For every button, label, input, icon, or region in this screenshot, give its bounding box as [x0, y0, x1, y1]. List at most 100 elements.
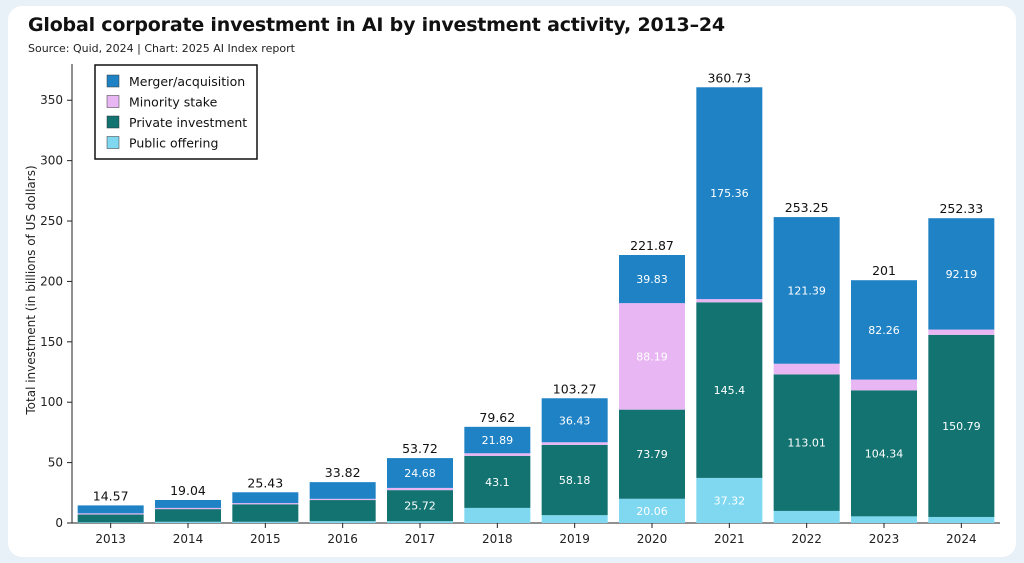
data-label-private-investment-2019: 58.18	[559, 474, 591, 487]
bar-private-investment-2013	[77, 514, 144, 523]
chart-title: Global corporate investment in AI by inv…	[28, 14, 725, 36]
chart-subtitle: Source: Quid, 2024 | Chart: 2025 AI Inde…	[28, 42, 295, 55]
data-label-private-investment-2022: 113.01	[787, 437, 826, 450]
bar-public-offering-2013	[77, 522, 144, 523]
y-tick-label: 150	[40, 335, 63, 349]
bar-private-investment-2017	[387, 490, 453, 522]
bar-public-offering-2016	[309, 521, 376, 523]
bar-minority-stake-2015	[232, 503, 299, 505]
data-label-merger-acquisition-2020: 39.83	[636, 273, 668, 286]
data-label-private-investment-2024: 150.79	[942, 420, 981, 433]
bar-minority-stake-2020	[619, 303, 685, 410]
x-tick-label-2024: 2024	[946, 532, 977, 546]
y-tick-label: 200	[40, 274, 63, 288]
data-label-public-offering-2020: 20.06	[636, 505, 668, 518]
bar-minority-stake-2018	[464, 453, 531, 456]
legend: Merger/acquisition Minority stake Private …	[94, 64, 258, 160]
y-tick-label: 350	[40, 93, 63, 107]
bar-minority-stake-2013	[77, 513, 144, 515]
x-tick-label-2019: 2019	[559, 532, 590, 546]
y-axis: 0 50 100 150 200 250 300 350	[40, 64, 73, 530]
bar-minority-stake-2021	[696, 299, 763, 303]
legend-label-public-offering: Public offering	[129, 136, 218, 151]
x-tick-label-2017: 2017	[405, 532, 436, 546]
bar-minority-stake-2017	[387, 487, 453, 491]
bar-private-investment-2022	[773, 374, 840, 511]
bar-public-offering-2018	[464, 507, 531, 523]
bar-merger-acquisition-2022	[773, 217, 840, 364]
total-label-2013: 14.57	[93, 488, 129, 503]
legend-swatch-minority-stake	[106, 95, 120, 108]
bar-merger-acquisition-2013	[77, 505, 144, 514]
total-label-2024: 252.33	[939, 201, 983, 216]
y-tick-label: 50	[48, 456, 63, 470]
data-label-merger-acquisition-2017: 24.68	[404, 467, 436, 480]
data-label-private-investment-2023: 104.34	[865, 447, 904, 460]
bar-private-investment-2021	[696, 302, 763, 478]
bar-public-offering-2020	[619, 498, 685, 523]
x-tick-label-2015: 2015	[250, 532, 281, 546]
total-label-2015: 25.43	[247, 475, 283, 490]
bar-merger-acquisition-2018	[464, 426, 531, 454]
legend-label-merger-acquisition: Merger/acquisition	[129, 74, 245, 89]
legend-box	[94, 64, 258, 160]
data-label-public-offering-2021: 37.32	[714, 494, 746, 507]
total-label-2023: 201	[872, 263, 896, 278]
legend-swatch-private-investment	[106, 115, 120, 129]
bar-merger-acquisition-2020	[619, 255, 685, 304]
data-label-minority-stake-2020: 88.19	[636, 350, 668, 363]
bar-merger-acquisition-2019	[541, 398, 608, 443]
total-label-2018: 79.62	[479, 410, 515, 425]
bar-minority-stake-2023	[851, 379, 917, 391]
x-tick-label-2022: 2022	[791, 532, 822, 546]
bar-public-offering-2017	[387, 521, 453, 523]
legend-label-minority-stake: Minority stake	[129, 95, 218, 110]
bar-merger-acquisition-2017	[387, 458, 453, 488]
legend-label-private-investment: Private investment	[129, 115, 247, 130]
total-label-2016: 33.82	[325, 465, 361, 480]
bar-minority-stake-2016	[309, 498, 376, 501]
legend-swatch-merger-acquisition	[106, 74, 120, 88]
y-tick-label: 0	[55, 516, 63, 530]
total-label-2019: 103.27	[553, 381, 597, 396]
bar-merger-acquisition-2023	[851, 280, 917, 380]
bar-public-offering-2023	[851, 516, 917, 523]
y-axis-label: Total investment (in billions of US doll…	[24, 165, 38, 415]
y-tick-label: 300	[40, 154, 63, 168]
bar-public-offering-2024	[928, 516, 995, 523]
bar-public-offering-2022	[773, 510, 840, 523]
data-label-private-investment-2020: 73.79	[636, 448, 668, 461]
x-tick-label-2013: 2013	[95, 532, 126, 546]
bar-minority-stake-2022	[773, 363, 840, 375]
total-label-2021: 360.73	[707, 70, 751, 85]
x-tick-label-2020: 2020	[637, 532, 668, 546]
bar-private-investment-2014	[155, 509, 221, 522]
x-tick-label-2014: 2014	[173, 532, 204, 546]
bar-private-investment-2016	[309, 500, 376, 522]
bar-private-investment-2019	[541, 444, 608, 516]
bar-merger-acquisition-2024	[928, 218, 995, 330]
x-tick-label-2021: 2021	[714, 532, 745, 546]
bar-minority-stake-2014	[155, 507, 221, 510]
bar-merger-acquisition-2016	[309, 482, 376, 499]
bar-merger-acquisition-2021	[696, 87, 763, 300]
bar-public-offering-2014	[155, 521, 221, 523]
total-label-2014: 19.04	[170, 483, 206, 498]
data-label-private-investment-2018: 43.1	[485, 476, 510, 489]
data-label-merger-acquisition-2023: 82.26	[868, 324, 900, 337]
y-tick-label: 100	[40, 395, 63, 409]
data-label-merger-acquisition-2021: 175.36	[710, 187, 749, 200]
legend-swatch-public-offering	[106, 136, 120, 149]
bar-public-offering-2015	[232, 521, 299, 523]
bar-private-investment-2023	[851, 390, 917, 517]
data-label-merger-acquisition-2024: 92.19	[946, 268, 978, 281]
total-labels: 14.57 19.04 25.43 33.82 53.72 79.62 103.27 221.…	[93, 70, 983, 503]
bar-private-investment-2020	[619, 409, 685, 499]
y-tick-label: 250	[40, 214, 63, 228]
x-tick-label-2023: 2023	[869, 532, 900, 546]
bar-merger-acquisition-2015	[232, 492, 299, 504]
data-label-merger-acquisition-2022: 121.39	[787, 284, 826, 297]
bar-public-offering-2021	[696, 477, 763, 523]
bars: 25.72 24.68 43.1 21.89 58.18 36.43 20.06 73.79 8…	[77, 87, 995, 523]
